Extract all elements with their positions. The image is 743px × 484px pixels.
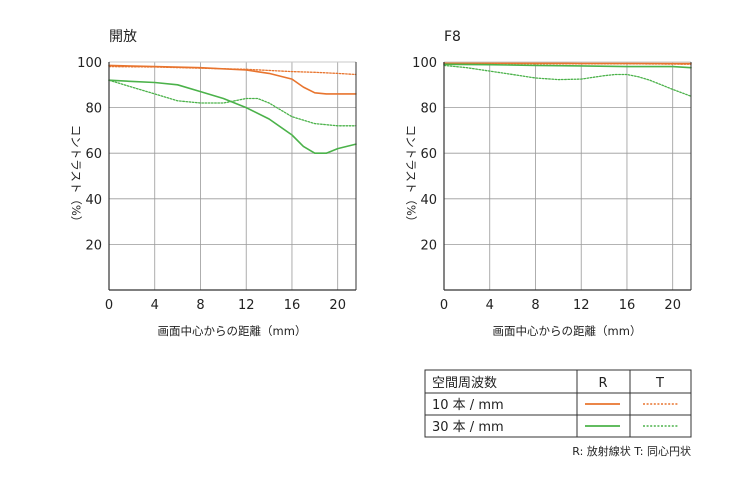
x-axis-label: 画面中心からの距離（mm）	[158, 324, 307, 338]
y-axis-label: コントラスト（%）	[69, 125, 83, 228]
x-tick-label: 0	[105, 298, 113, 313]
plot-frame	[443, 61, 692, 291]
x-tick-label: 12	[238, 298, 255, 313]
y-tick-label: 100	[412, 56, 437, 71]
x-tick-label: 12	[573, 298, 590, 313]
legend-row-30: 30 本 / mm	[432, 420, 504, 435]
series-r30	[108, 79, 357, 154]
legend-note: R: 放射線状 T: 同心円状	[572, 444, 691, 458]
chart-title: F8	[444, 29, 461, 45]
x-tick-label: 4	[151, 298, 159, 313]
series-lines	[108, 64, 357, 154]
y-tick-label: 60	[420, 147, 437, 162]
y-tick-label: 20	[420, 238, 437, 253]
mtf-chart-open: 開放 画面中心からの距離（mm） コントラスト（%） 0 4 8 12 16 20 20 40…	[69, 29, 357, 338]
grid	[444, 62, 691, 290]
x-tick-label: 8	[196, 298, 204, 313]
series-r10	[108, 64, 357, 95]
y-tick-label: 100	[77, 56, 102, 71]
tick-labels: 0 4 8 12 16 20 20 40 60 80 100	[77, 56, 346, 313]
legend-header: 空間周波数	[432, 376, 497, 391]
series-t30	[443, 64, 692, 97]
tick-labels: 0 4 8 12 16 20 20 40 60 80 100	[412, 56, 681, 313]
x-tick-label: 16	[619, 298, 636, 313]
chart-title: 開放	[109, 29, 137, 45]
y-tick-label: 80	[85, 102, 102, 117]
mtf-chart-f8: F8 画面中心からの距離（mm） コントラスト（%） 0 4 8 12 16 20 20 40…	[404, 29, 692, 338]
x-axis-label: 画面中心からの距離（mm）	[493, 324, 642, 338]
y-tick-label: 80	[420, 102, 437, 117]
x-tick-label: 0	[440, 298, 448, 313]
y-tick-label: 60	[85, 147, 102, 162]
y-tick-label: 40	[420, 193, 437, 208]
legend-col-r: R	[598, 376, 607, 391]
y-tick-label: 40	[85, 193, 102, 208]
plot-frame	[108, 61, 357, 291]
x-tick-label: 16	[284, 298, 301, 313]
legend-row-10: 10 本 / mm	[432, 398, 504, 413]
y-axis-label: コントラスト（%）	[404, 125, 418, 228]
grid	[109, 62, 356, 290]
legend-table: 空間周波数 R T 10 本 / mm 30 本 / mm R: 放射線状 T:…	[424, 369, 692, 458]
series-lines	[443, 62, 692, 97]
legend-border	[424, 369, 692, 438]
x-tick-label: 4	[486, 298, 494, 313]
series-t10	[443, 62, 692, 65]
series-t30	[108, 79, 357, 127]
y-tick-label: 20	[85, 238, 102, 253]
x-tick-label: 8	[531, 298, 539, 313]
series-t10	[108, 65, 357, 76]
legend-col-t: T	[655, 376, 664, 391]
series-r30	[443, 63, 692, 69]
x-tick-label: 20	[664, 298, 681, 313]
x-tick-label: 20	[329, 298, 346, 313]
